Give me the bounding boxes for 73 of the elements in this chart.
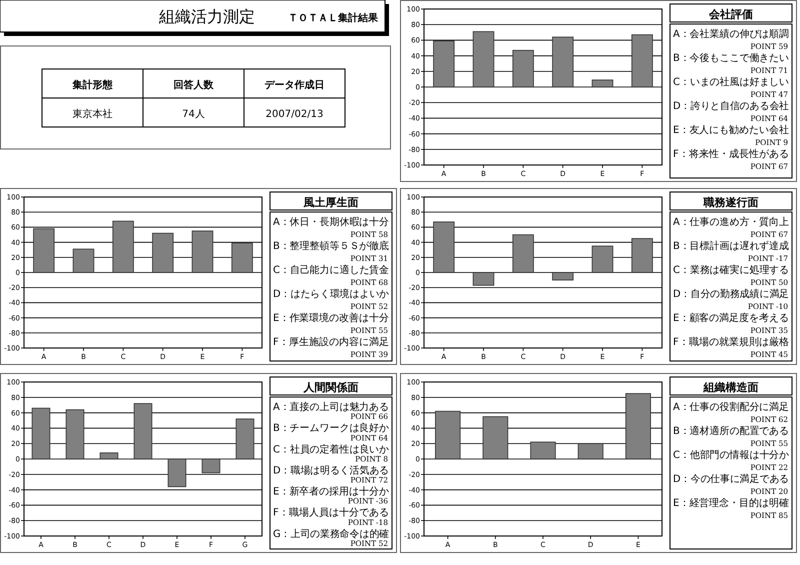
bar: [482, 416, 508, 460]
text: B：チームワークは良好か: [273, 422, 390, 434]
text: データ作成日: [264, 79, 324, 91]
text: A：会社業績の伸びは順調: [673, 28, 790, 40]
text: E：新卒者の採用は十分か: [273, 486, 390, 498]
text: E：作業環境の改善は十分: [273, 312, 390, 324]
text: F：職場の就業規則は厳格: [673, 336, 789, 348]
bar: [472, 272, 494, 286]
text: E：友人にも勧めたい会社: [673, 124, 790, 136]
text: 集計形態: [72, 79, 114, 91]
text: A：仕事の役割配分に満足: [673, 401, 790, 413]
text: B：目標計画は遅れず達成: [673, 240, 790, 252]
bar: [625, 393, 651, 460]
text: 回答人数: [174, 79, 214, 91]
legend-title: 職務遂行面: [702, 196, 758, 209]
bar: [100, 452, 118, 460]
bar: [112, 220, 134, 273]
bar: [202, 458, 220, 474]
bar: [530, 442, 556, 460]
legend-title: 会社評価: [708, 8, 753, 21]
bar: [578, 443, 604, 460]
text: A：仕事の進め方・質向上: [673, 216, 790, 228]
bar: [66, 409, 84, 460]
bar: [631, 238, 653, 273]
text: 組織活力測定: [158, 7, 255, 26]
text: C：自己能力に適した賃金: [273, 264, 390, 276]
text: B：適材適所の配置である: [673, 425, 790, 437]
bar: [433, 40, 455, 88]
bar: [32, 408, 50, 460]
legend-title: 組織構造面: [702, 381, 758, 394]
text: C：業務は確実に処理する: [673, 264, 790, 276]
text: 東京本社: [72, 108, 112, 120]
legend-title: 人間関係面: [302, 381, 358, 394]
text: D：職場は明るく活気ある: [273, 464, 391, 476]
text: F：職場人員は十分である: [273, 506, 389, 519]
text: D：誇りと自信のある会社: [673, 100, 791, 112]
text: C：他部門の情報は十分か: [673, 449, 790, 461]
bar: [552, 36, 574, 88]
text: B：今後もここで働きたい: [673, 52, 790, 64]
bar: [134, 403, 152, 460]
text: D：自分の勤務成績に満足: [673, 288, 791, 300]
bar: [552, 272, 574, 280]
bar: [72, 248, 94, 273]
legend-title: 風土厚生面: [302, 196, 358, 209]
bar: [435, 410, 461, 460]
text: A：直接の上司は魅力ある: [273, 401, 390, 413]
text: C：いまの社風は好ましい: [673, 76, 790, 88]
text: 2007/02/13: [266, 109, 324, 120]
text: F：厚生施設の内容に満足: [273, 336, 389, 348]
bar: [168, 458, 186, 488]
text: F：将来性・成長性がある: [673, 148, 789, 160]
bar: [512, 234, 534, 273]
bar: [236, 418, 254, 460]
text: D：今の仕事に満足である: [673, 473, 791, 485]
bar: [631, 34, 653, 88]
bar: [472, 31, 494, 88]
bar: [592, 80, 614, 88]
bar: [512, 50, 534, 88]
text: E：顧客の満足度を考える: [673, 312, 790, 324]
bar: [433, 222, 455, 273]
text: ＴＯＴＡＬ集計結果: [288, 12, 379, 24]
text: B：整理整頓等５Ｓが徹底: [273, 240, 390, 252]
text: C：社員の定着性は良いか: [273, 443, 390, 456]
bar: [192, 230, 214, 273]
bar: [231, 242, 253, 273]
bar: [152, 232, 174, 273]
bar: [592, 246, 614, 273]
text: E：経営理念・目的は明確: [673, 497, 790, 509]
bar: [33, 228, 55, 273]
text: G：上司の業務命令は的確: [273, 528, 391, 540]
text: 74人: [182, 109, 205, 120]
text: D：はたらく環境はよいか: [273, 288, 391, 300]
text: A：休日・長期休暇は十分: [273, 216, 390, 228]
